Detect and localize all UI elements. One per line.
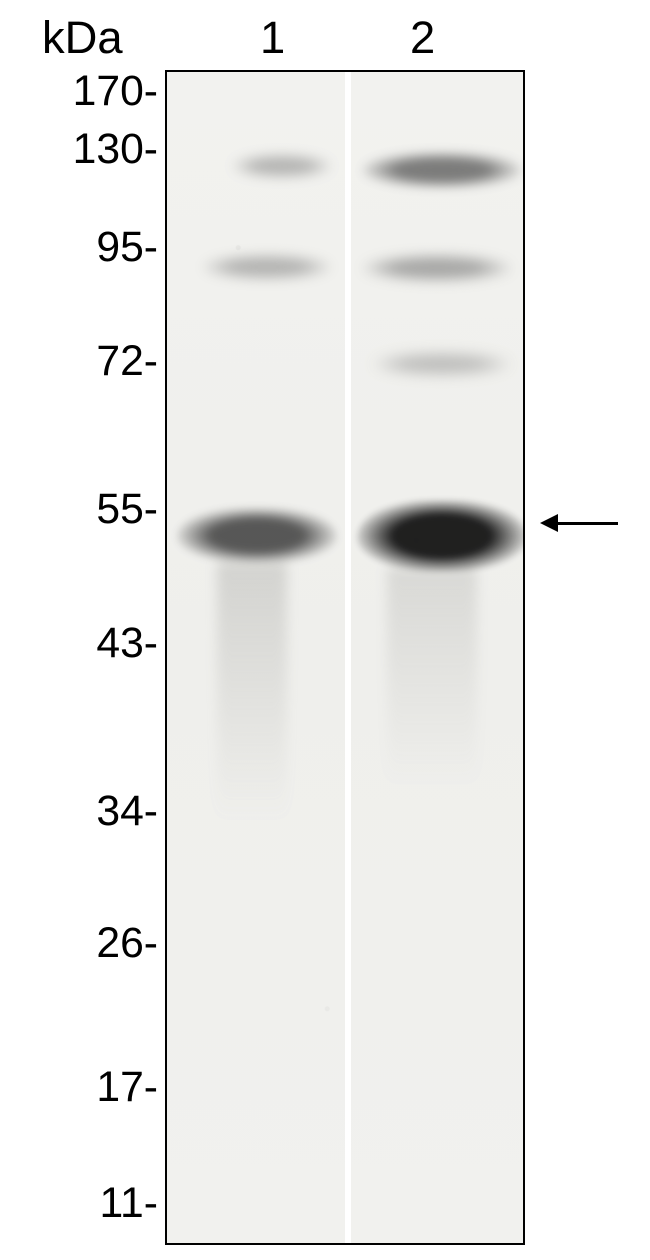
mw-label-11: 11- xyxy=(100,1179,159,1228)
mw-label-170: 170- xyxy=(73,67,158,116)
smear-lane-2 xyxy=(387,567,477,787)
band-lane2-72kda xyxy=(372,352,512,376)
band-lane1-125kda xyxy=(232,154,332,178)
lane-label-1: 1 xyxy=(260,12,285,64)
mw-label-130: 130- xyxy=(73,125,158,174)
band-lane2-55kda xyxy=(357,500,525,572)
mw-label-72: 72- xyxy=(96,337,158,386)
mw-label-17: 17- xyxy=(96,1063,158,1112)
axis-unit-label: kDa xyxy=(42,12,123,64)
mw-label-95: 95- xyxy=(96,223,158,272)
mw-label-34: 34- xyxy=(96,787,158,836)
lane-divider xyxy=(345,72,351,1243)
band-lane2-125kda xyxy=(362,152,522,188)
smear-lane-1 xyxy=(217,562,287,822)
target-arrow xyxy=(540,514,618,532)
blot-inner xyxy=(167,72,523,1243)
blot-figure: kDa 1 2 170- 130- 95- 72- 55- 43- 34- 26- 17- 11- xyxy=(0,0,650,1260)
arrow-head-icon xyxy=(540,514,558,532)
mw-label-43: 43- xyxy=(96,619,158,668)
mw-label-55: 55- xyxy=(96,485,158,534)
lane-label-2: 2 xyxy=(410,12,435,64)
band-lane1-95kda xyxy=(202,254,332,280)
blot-frame xyxy=(165,70,525,1245)
band-lane2-95kda xyxy=(362,254,512,282)
mw-label-26: 26- xyxy=(96,919,158,968)
arrow-line xyxy=(558,522,618,525)
band-lane1-55kda xyxy=(177,508,337,563)
